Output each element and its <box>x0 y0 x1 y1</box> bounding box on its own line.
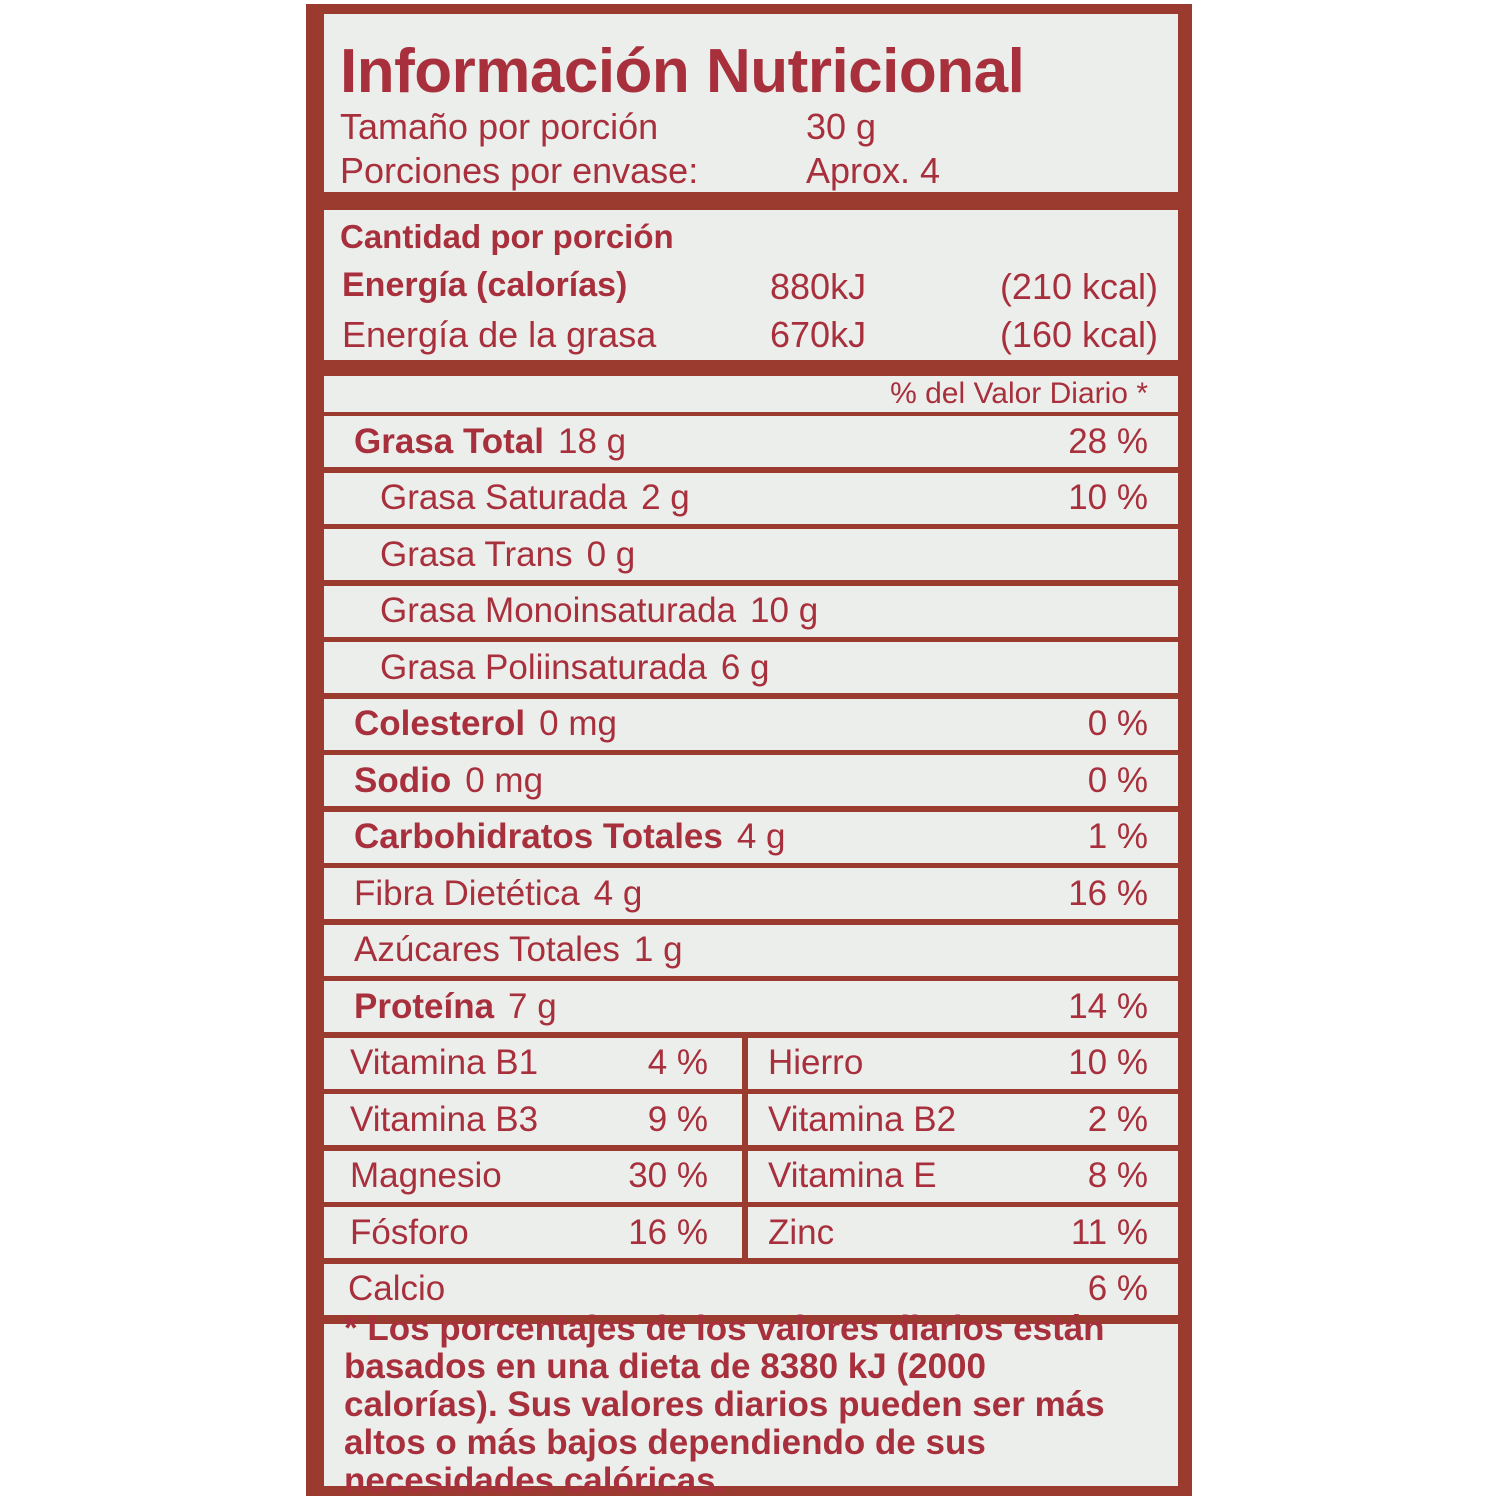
vitamin-dv: 10 % <box>1068 1043 1148 1082</box>
nutrient-amount: 0 mg <box>539 704 617 743</box>
vitamin-dv: 2 % <box>1087 1099 1148 1139</box>
vitamin-cell: Vitamina B3 9 % <box>324 1094 742 1145</box>
nutrient-name: Sodio <box>354 760 452 800</box>
footnote-box: * Los porcentajes de los valores diarios… <box>324 1310 1178 1500</box>
vitamin-dv: 16 % <box>628 1212 708 1252</box>
energy-label: Energía (calorías) <box>342 266 628 304</box>
nutrient-label: Grasa Total 18 g <box>354 422 626 462</box>
nutrition-label: Información Nutricional Tamaño por porci… <box>306 4 1192 1500</box>
dv-header: % del Valor Diario * <box>890 377 1148 410</box>
vitamin-cell: Hierro 10 % <box>748 1037 1178 1089</box>
nutrient-label: Grasa Monoinsaturada 10 g <box>380 591 818 631</box>
vitamin-cell: Vitamina E 8 % <box>748 1150 1178 1202</box>
nutrient-amount: 10 g <box>750 591 819 630</box>
vitamin-cell: Magnesio 30 % <box>324 1150 742 1202</box>
vitamin-dv: 30 % <box>628 1156 708 1195</box>
nutrient-label: Colesterol 0 mg <box>354 704 617 744</box>
nutrient-label: Sodio 0 mg <box>354 761 543 801</box>
nutrient-label: Grasa Saturada 2 g <box>380 478 690 518</box>
nutrient-row: Grasa Monoinsaturada 10 g <box>324 585 1178 637</box>
vitamin-label: Vitamina B3 <box>350 1099 539 1139</box>
calcium-dv: 6 % <box>1087 1269 1148 1308</box>
nutrient-amount: 2 g <box>641 478 690 517</box>
vitamin-cell: Zinc 11 % <box>748 1207 1178 1258</box>
nutrient-label: Fibra Dietética 4 g <box>354 874 642 914</box>
footnote: * Los porcentajes de los valores diarios… <box>344 1309 1105 1500</box>
nutrient-name: Grasa Total <box>354 421 544 461</box>
vitamin-label: Vitamina B1 <box>350 1043 539 1082</box>
vitamin-label: Fósforo <box>350 1212 469 1252</box>
vitamin-dv: 11 % <box>1070 1212 1148 1252</box>
nutrients-section: % del Valor Diario * Grasa Total 18 g 28 %… <box>324 376 1178 1500</box>
nutrient-amount: 18 g <box>557 421 627 461</box>
vitamin-dv: 4 % <box>647 1043 708 1082</box>
fat-energy-kcal: (160 kcal) <box>999 314 1158 355</box>
nutrient-dv: 0 % <box>1087 704 1148 743</box>
serving-size-value: 30 g <box>806 106 877 147</box>
nutrient-label: Carbohidratos Totales 4 g <box>354 817 786 857</box>
vitamin-label: Vitamina B2 <box>768 1099 957 1139</box>
nutrient-row: Fibra Dietética 4 g 16 % <box>324 868 1178 919</box>
dv-header-row: % del Valor Diario * <box>324 376 1178 412</box>
header-section: Información Nutricional Tamaño por porci… <box>324 14 1178 192</box>
energy-header: Cantidad por porción <box>340 218 674 255</box>
energy-section: Cantidad por porción Energía (calorías) … <box>324 210 1178 360</box>
nutrient-name: Grasa Trans <box>380 534 573 574</box>
nutrient-name: Grasa Poliinsaturada <box>380 647 707 687</box>
nutrient-amount: 1 g <box>633 930 683 969</box>
nutrient-row: Grasa Saturada 2 g 10 % <box>324 472 1178 524</box>
nutrient-dv: 14 % <box>1068 986 1148 1026</box>
nutrient-dv: 16 % <box>1068 873 1148 913</box>
nutrient-name: Proteína <box>354 986 495 1026</box>
nutrient-row: Carbohidratos Totales 4 g 1 % <box>324 811 1178 863</box>
vitamin-label: Magnesio <box>350 1156 502 1195</box>
vitamin-cell: Fósforo 16 % <box>324 1207 742 1258</box>
nutrient-row: Colesterol 0 mg 0 % <box>324 698 1178 750</box>
nutrient-dv: 1 % <box>1087 817 1148 856</box>
nutrient-name: Fibra Dietética <box>354 873 580 913</box>
energy-kj: 880kJ <box>770 266 867 307</box>
nutrient-label: Proteína 7 g <box>354 987 557 1027</box>
calcium-row: Calcio 6 % <box>324 1263 1178 1315</box>
vitamin-dv: 9 % <box>647 1099 708 1139</box>
energy-kcal: (210 kcal) <box>999 266 1158 307</box>
nutrient-amount: 0 g <box>586 534 636 574</box>
nutrient-label: Grasa Poliinsaturada 6 g <box>380 648 770 688</box>
label-title: Información Nutricional <box>340 37 1025 106</box>
calcium-label: Calcio <box>348 1269 446 1308</box>
nutrient-label: Grasa Trans 0 g <box>380 535 635 575</box>
nutrient-dv: 0 % <box>1087 760 1148 800</box>
nutrient-amount: 4 g <box>593 873 643 913</box>
nutrient-amount: 6 g <box>720 647 770 687</box>
nutrient-amount: 4 g <box>736 817 786 856</box>
nutrient-row: Grasa Total 18 g 28 % <box>324 416 1178 467</box>
vitamin-dv: 8 % <box>1087 1156 1148 1195</box>
serving-size-label: Tamaño por porción <box>340 106 659 147</box>
nutrient-name: Grasa Saturada <box>380 478 628 517</box>
nutrient-row: Grasa Trans 0 g <box>324 529 1178 580</box>
nutrient-name: Grasa Monoinsaturada <box>380 591 737 630</box>
nutrient-dv: 28 % <box>1068 421 1148 461</box>
nutrient-row: Proteína 7 g 14 % <box>324 981 1178 1032</box>
nutrient-name: Carbohidratos Totales <box>354 817 723 856</box>
vitamin-cell: Vitamina B2 2 % <box>748 1094 1178 1145</box>
nutrient-amount: 0 mg <box>465 760 544 800</box>
nutrient-row: Grasa Poliinsaturada 6 g <box>324 642 1178 693</box>
vitamin-cell: Vitamina B1 4 % <box>324 1037 742 1089</box>
nutrient-label: Azúcares Totales 1 g <box>354 930 683 970</box>
nutrient-row: Sodio 0 mg 0 % <box>324 755 1178 806</box>
servings-value: Aprox. 4 <box>806 150 941 191</box>
vitamin-label: Hierro <box>768 1043 864 1082</box>
nutrient-name: Azúcares Totales <box>354 930 620 969</box>
fat-energy-label: Energía de la grasa <box>342 314 657 355</box>
fat-energy-kj: 670kJ <box>770 314 867 355</box>
nutrient-amount: 7 g <box>508 986 557 1026</box>
vitamin-label: Vitamina E <box>768 1156 937 1195</box>
nutrient-row: Azúcares Totales 1 g <box>324 924 1178 976</box>
vitamin-label: Zinc <box>768 1212 835 1252</box>
nutrient-dv: 10 % <box>1068 478 1148 517</box>
servings-label: Porciones por envase: <box>340 150 699 191</box>
nutrient-name: Colesterol <box>354 704 526 743</box>
